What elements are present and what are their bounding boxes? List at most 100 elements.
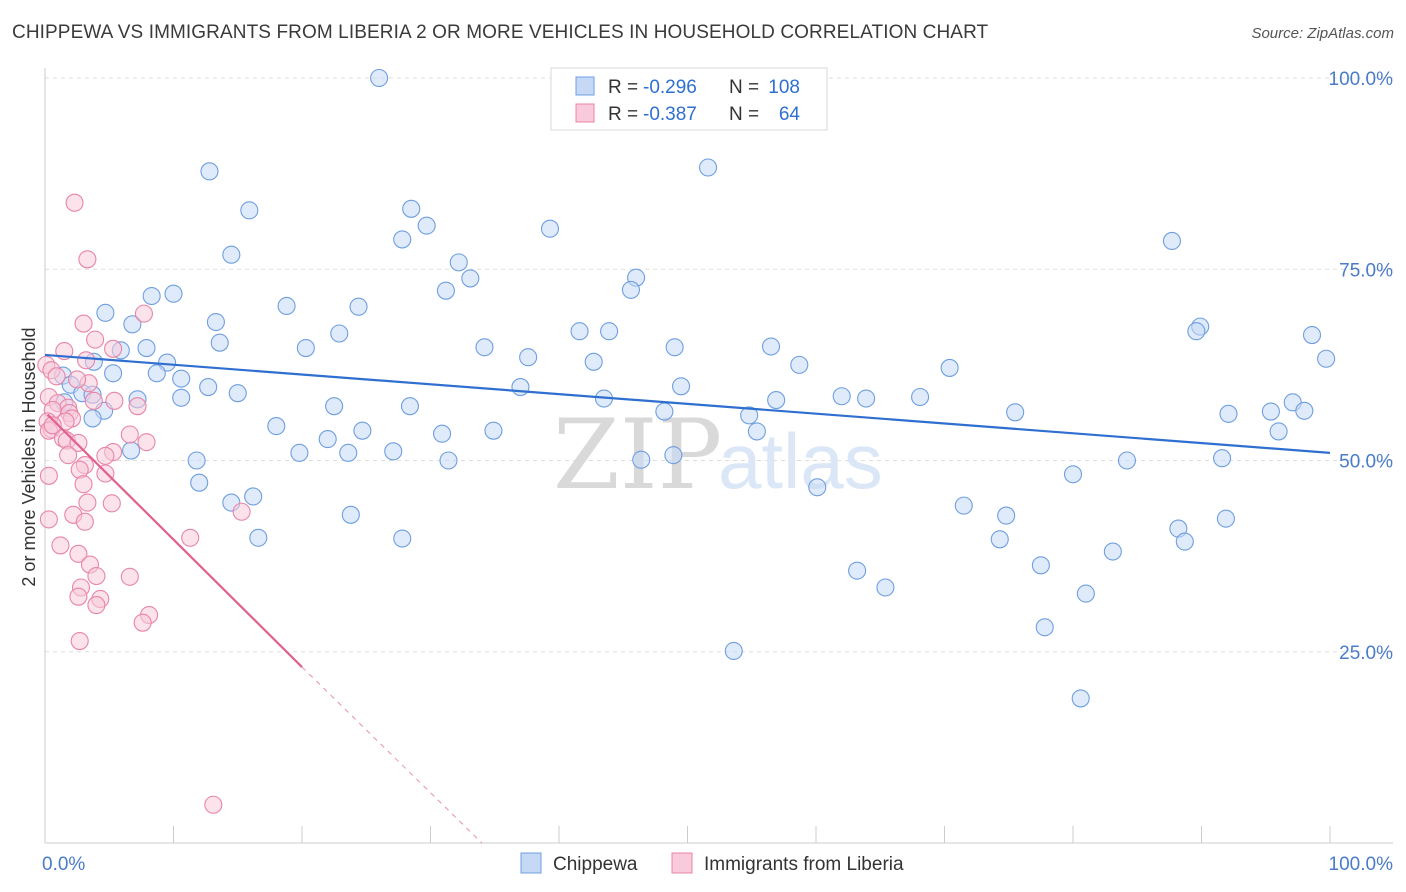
chippewa-point-66 <box>740 406 759 425</box>
axes-layer <box>44 68 1393 844</box>
bottom-legend-label-chippewa: Chippewa <box>553 854 638 875</box>
chippewa-point-98 <box>1216 509 1235 528</box>
legend-n-label-chippewa: N = <box>729 77 759 98</box>
chippewa-point-71 <box>83 409 102 428</box>
liberia-point-40 <box>78 493 97 512</box>
liberia-point-3 <box>74 314 93 333</box>
chippewa-point-96 <box>341 505 360 524</box>
chippewa-point-94 <box>954 496 973 515</box>
chippewa-point-36 <box>584 352 603 371</box>
chippewa-point-86 <box>187 451 206 470</box>
chippewa-point-69 <box>1219 404 1238 423</box>
liberia-point-42 <box>232 502 251 521</box>
bottom-legend-swatch-chippewa <box>520 852 542 874</box>
chippewa-point-49 <box>672 377 691 396</box>
chippewa-point-42 <box>104 364 123 383</box>
chippewa-point-58 <box>832 387 851 406</box>
legend-n-label-liberia: N = <box>729 104 759 125</box>
liberia-point-51 <box>120 567 139 586</box>
chippewa-point-74 <box>433 424 452 443</box>
chippewa-point-100 <box>249 528 268 547</box>
liberia-trend-extension <box>301 666 483 844</box>
chippewa-point-11 <box>461 269 480 288</box>
chippewa-point-59 <box>911 387 930 407</box>
legend-swatch-liberia <box>575 103 595 123</box>
liberia-point-31 <box>137 433 156 452</box>
liberia-point-4 <box>86 330 105 349</box>
legend-box: R = -0.296 N = 108 R = -0.387 N = 64 <box>550 67 828 131</box>
chippewa-point-34 <box>137 338 156 358</box>
chippewa-point-56 <box>767 391 786 410</box>
watermark-atlas: atlas <box>718 417 883 505</box>
y-tick-label-2: 75.0% <box>1339 260 1393 281</box>
tick-labels: 25.0% 50.0% 75.0% 100.0% 0.0% 100.0% <box>42 69 1393 875</box>
liberia-point-7 <box>77 351 96 370</box>
liberia-point-2 <box>134 304 153 323</box>
y-tick-label-1: 50.0% <box>1339 452 1393 473</box>
chippewa-point-64 <box>400 397 419 416</box>
liberia-point-26 <box>43 416 62 435</box>
liberia-point-12 <box>68 370 87 389</box>
chippewa-point-26 <box>600 322 619 341</box>
chippewa-point-15 <box>164 284 183 303</box>
chippewa-point-44 <box>172 369 191 388</box>
liberia-point-48 <box>69 544 88 563</box>
chippewa-point-40 <box>940 358 959 377</box>
chippewa-point-105 <box>1031 556 1050 575</box>
liberia-trend-line <box>46 413 303 668</box>
y-axis-label: 2 or more Vehicles in Household <box>19 327 39 586</box>
chippewa-point-73 <box>353 421 372 440</box>
chippewa-point-8 <box>222 245 241 264</box>
chippewa-point-47 <box>199 378 218 397</box>
grid-layer <box>45 77 1393 653</box>
chippewa-point-108 <box>1035 618 1054 637</box>
liberia-point-55 <box>87 596 106 615</box>
y-tick-label-0: 25.0% <box>1339 643 1393 664</box>
chippewa-point-3 <box>240 201 259 220</box>
legend-frame <box>550 67 828 131</box>
chippewa-point-29 <box>296 338 315 358</box>
liberia-point-33 <box>96 446 115 465</box>
chippewa-point-99 <box>990 530 1009 549</box>
liberia-point-0 <box>65 193 84 212</box>
legend-n-value-chippewa: 108 <box>768 77 800 98</box>
liberia-point-44 <box>75 512 94 531</box>
chippewa-point-5 <box>417 216 436 235</box>
chippewa-point-70 <box>1295 401 1314 420</box>
series-chippewa-points <box>53 68 1336 708</box>
chippewa-point-75 <box>484 421 503 440</box>
chippewa-point-10 <box>449 253 468 272</box>
liberia-point-54 <box>69 587 88 606</box>
chippewa-point-77 <box>318 430 337 449</box>
chippewa-point-82 <box>384 442 403 461</box>
liberia-point-46 <box>181 528 200 547</box>
chippewa-point-107 <box>1076 584 1095 603</box>
chippewa-point-65 <box>655 402 674 421</box>
liberia-point-45 <box>39 510 58 529</box>
liberia-point-16 <box>105 391 124 410</box>
chippewa-point-102 <box>1175 532 1194 551</box>
liberia-point-6 <box>104 339 123 358</box>
bottom-legend: Chippewa Immigrants from Liberia <box>520 852 904 875</box>
chippewa-point-93 <box>244 487 263 506</box>
legend-n-value-liberia: 64 <box>779 104 801 125</box>
chippewa-point-32 <box>761 337 781 356</box>
trend-layer <box>44 353 1331 844</box>
chippewa-point-90 <box>190 473 209 492</box>
chippewa-point-80 <box>290 443 309 462</box>
bottom-legend-swatch-liberia <box>671 852 693 874</box>
liberia-point-30 <box>69 433 88 452</box>
chippewa-point-30 <box>475 338 494 357</box>
liberia-point-58 <box>70 631 89 651</box>
chippewa-point-104 <box>848 561 867 580</box>
chippewa-point-13 <box>621 280 641 299</box>
chippewa-point-17 <box>277 296 296 316</box>
chippewa-point-83 <box>664 446 683 465</box>
chippewa-point-78 <box>1269 422 1288 441</box>
legend-r-value-liberia: -0.387 <box>643 104 697 125</box>
liberia-point-10 <box>47 367 66 386</box>
chippewa-point-81 <box>339 443 358 462</box>
chippewa-point-9 <box>1162 231 1181 250</box>
legend-r-value-chippewa: -0.296 <box>643 77 697 98</box>
